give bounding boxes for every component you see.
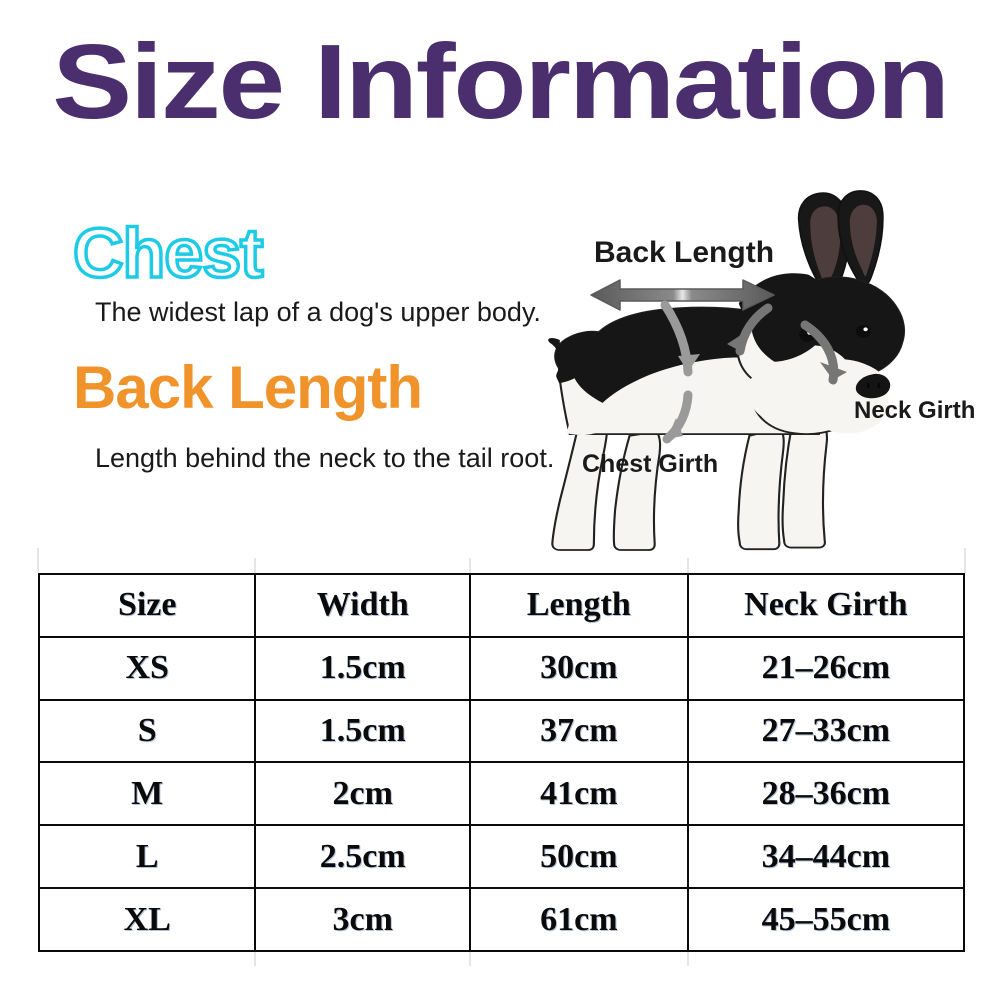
- svg-text:Neck Girth: Neck Girth: [854, 397, 975, 424]
- svg-text:Chest Girth: Chest Girth: [582, 450, 718, 478]
- svg-text:Back Length: Back Length: [594, 236, 774, 269]
